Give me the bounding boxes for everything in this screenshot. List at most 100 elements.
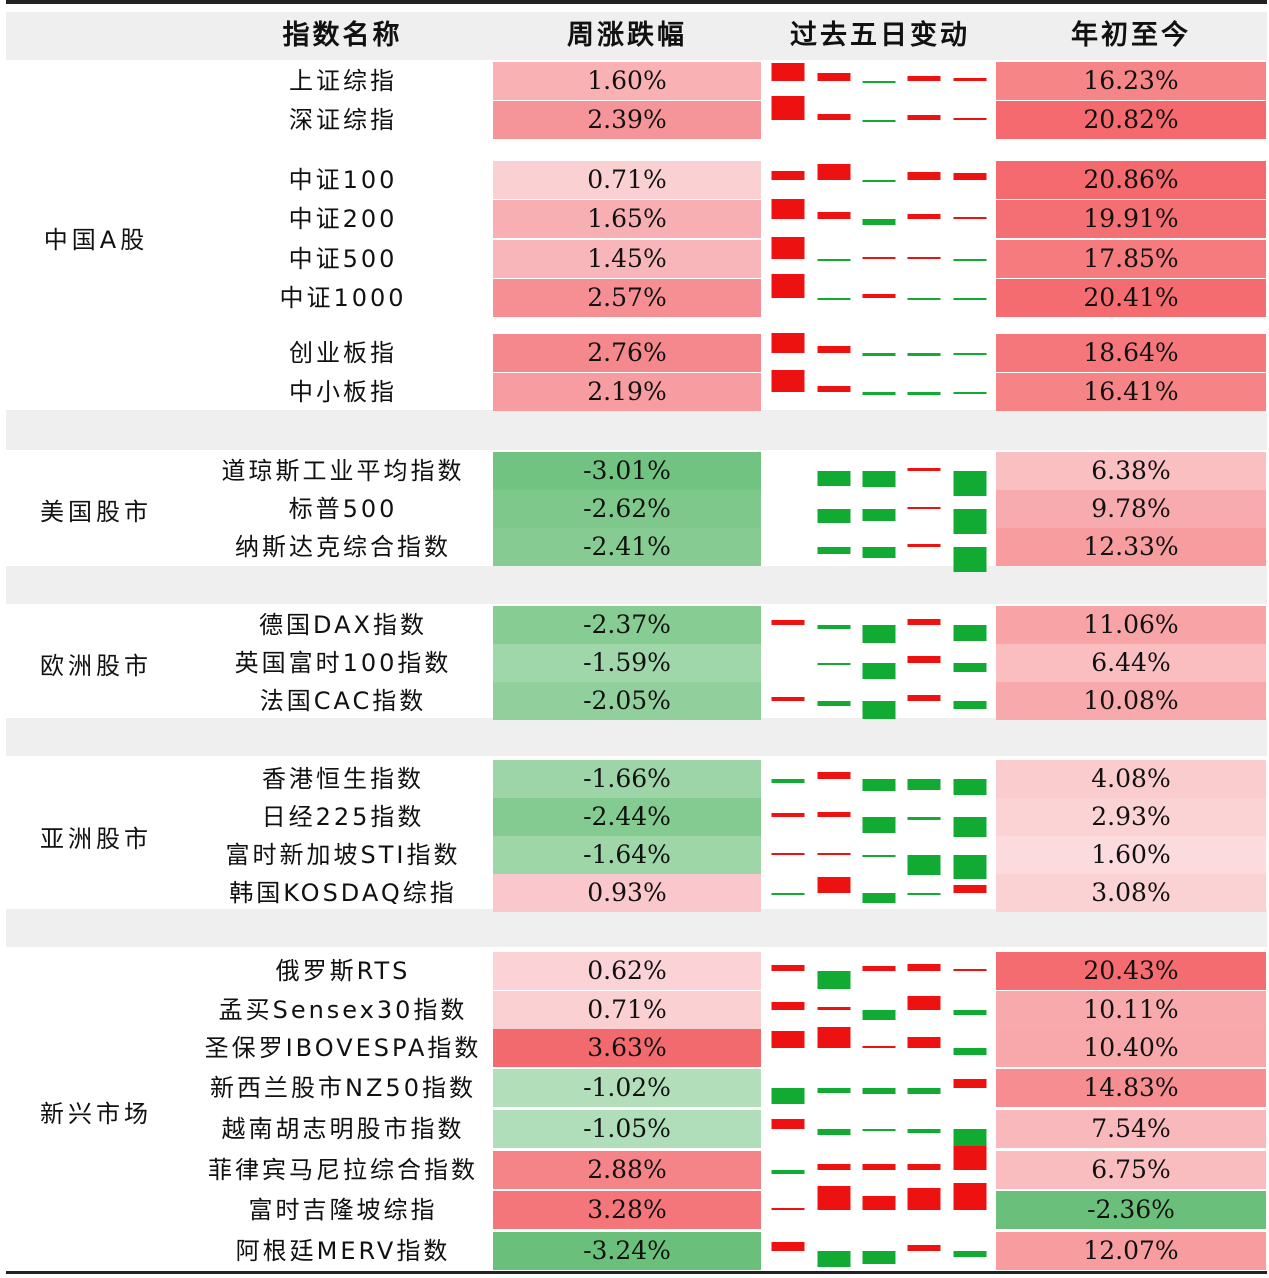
header-ytd: 年初至今 xyxy=(1071,20,1191,51)
day-change-bar xyxy=(862,663,896,679)
index-name: 法国CAC指数 xyxy=(259,687,427,715)
day-change-bar xyxy=(862,1129,896,1131)
day-change-bar xyxy=(953,353,987,355)
index-name: 标普500 xyxy=(288,495,398,523)
day-change-bar xyxy=(953,885,987,893)
day-change-bar xyxy=(817,1027,851,1048)
day-change-bar xyxy=(953,392,987,394)
day-change-bar xyxy=(817,1007,851,1010)
day-change-bar xyxy=(953,118,987,120)
weekly-change-cell: 0.93% xyxy=(493,874,761,912)
day-change-bar xyxy=(907,996,941,1010)
group-separator xyxy=(6,410,1267,450)
day-change-bar xyxy=(817,1129,851,1135)
day-change-bar xyxy=(953,509,987,534)
day-change-bar xyxy=(953,1146,987,1170)
group-separator xyxy=(6,566,1267,604)
ytd-cell: 6.38% xyxy=(996,452,1266,490)
day-change-bar xyxy=(771,813,805,817)
day-change-bar xyxy=(862,966,896,971)
day-change-bar xyxy=(907,855,941,875)
day-change-bar xyxy=(817,812,851,817)
day-change-bar xyxy=(907,257,941,259)
day-change-bar xyxy=(771,370,805,392)
day-change-bar xyxy=(953,1129,987,1147)
index-name: 创业板指 xyxy=(289,339,397,367)
weekly-change-cell: 0.71% xyxy=(493,161,761,199)
day-change-bar xyxy=(817,298,851,300)
index-name: 中证500 xyxy=(288,245,398,273)
index-name: 香港恒生指数 xyxy=(262,765,424,793)
day-change-bar xyxy=(862,81,896,83)
day-change-bar xyxy=(862,1251,896,1264)
weekly-change-cell: -1.02% xyxy=(493,1069,761,1107)
weekly-change-cell: -1.64% xyxy=(493,836,761,874)
day-change-bar xyxy=(907,298,941,300)
day-change-bar xyxy=(862,353,896,356)
group-label: 美国股市 xyxy=(40,498,152,526)
day-change-bar xyxy=(817,346,851,353)
day-change-bar xyxy=(862,257,896,259)
day-change-bar xyxy=(862,1046,896,1048)
header-index-name: 指数名称 xyxy=(282,20,403,51)
weekly-change-cell: 0.62% xyxy=(493,952,761,990)
table-header xyxy=(6,12,1267,60)
index-name: 富时吉隆坡综指 xyxy=(248,1196,438,1224)
day-change-bar xyxy=(817,853,851,855)
day-change-bar xyxy=(907,1164,941,1170)
day-change-bar xyxy=(907,695,941,701)
day-change-bar xyxy=(862,625,896,643)
day-change-bar xyxy=(907,1037,941,1048)
ytd-cell: 16.23% xyxy=(996,62,1266,100)
weekly-change-cell: 2.19% xyxy=(493,373,761,411)
day-change-bar xyxy=(862,547,896,558)
day-change-bar xyxy=(862,120,896,122)
day-change-bar xyxy=(862,1164,896,1170)
ytd-cell: 2.93% xyxy=(996,798,1266,836)
index-name: 圣保罗IBOVESPA指数 xyxy=(204,1034,482,1062)
day-change-bar xyxy=(953,259,987,261)
index-name: 越南胡志明股市指数 xyxy=(221,1115,465,1143)
day-change-bar xyxy=(817,212,851,219)
ytd-cell: 18.64% xyxy=(996,334,1266,372)
day-change-bar xyxy=(953,1079,987,1088)
day-change-bar xyxy=(953,1010,987,1015)
day-change-bar xyxy=(771,333,805,353)
ytd-cell: 16.41% xyxy=(996,373,1266,411)
day-change-bar xyxy=(771,237,805,259)
day-change-bar xyxy=(862,219,896,225)
day-change-bar xyxy=(862,1010,896,1020)
index-name: 道琼斯工业平均指数 xyxy=(221,457,465,485)
weekly-change-cell: 0.71% xyxy=(493,991,761,1029)
ytd-cell: -2.36% xyxy=(996,1191,1266,1229)
day-change-bar xyxy=(817,259,851,261)
ytd-cell: 12.33% xyxy=(996,528,1266,566)
day-change-bar xyxy=(862,893,896,903)
day-change-bar xyxy=(817,877,851,893)
day-change-bar xyxy=(862,471,896,487)
index-name: 菲律宾马尼拉综合指数 xyxy=(208,1156,478,1184)
day-change-bar xyxy=(907,964,941,971)
index-name: 韩国KOSDAQ综指 xyxy=(229,879,457,907)
day-change-bar xyxy=(771,1002,805,1010)
day-change-bar xyxy=(907,619,941,625)
day-change-bar xyxy=(771,171,805,180)
index-name: 富时新加坡STI指数 xyxy=(225,841,461,869)
day-change-bar xyxy=(953,779,987,795)
weekly-change-cell: 2.57% xyxy=(493,279,761,317)
index-name: 俄罗斯RTS xyxy=(275,957,411,985)
weekly-change-cell: 1.45% xyxy=(493,240,761,278)
index-name: 阿根廷MERV指数 xyxy=(235,1237,451,1265)
day-change-bar xyxy=(907,893,941,895)
weekly-change-cell: -3.01% xyxy=(493,452,761,490)
day-change-bar xyxy=(862,180,896,182)
weekly-change-cell: -2.62% xyxy=(493,490,761,528)
weekly-change-cell: -1.59% xyxy=(493,644,761,682)
day-change-bar xyxy=(907,214,941,219)
ytd-cell: 10.40% xyxy=(996,1029,1266,1067)
ytd-cell: 20.82% xyxy=(996,101,1266,139)
day-change-bar xyxy=(907,353,941,356)
day-change-bar xyxy=(817,547,851,554)
day-change-bar xyxy=(953,663,987,672)
day-change-bar xyxy=(953,78,987,81)
